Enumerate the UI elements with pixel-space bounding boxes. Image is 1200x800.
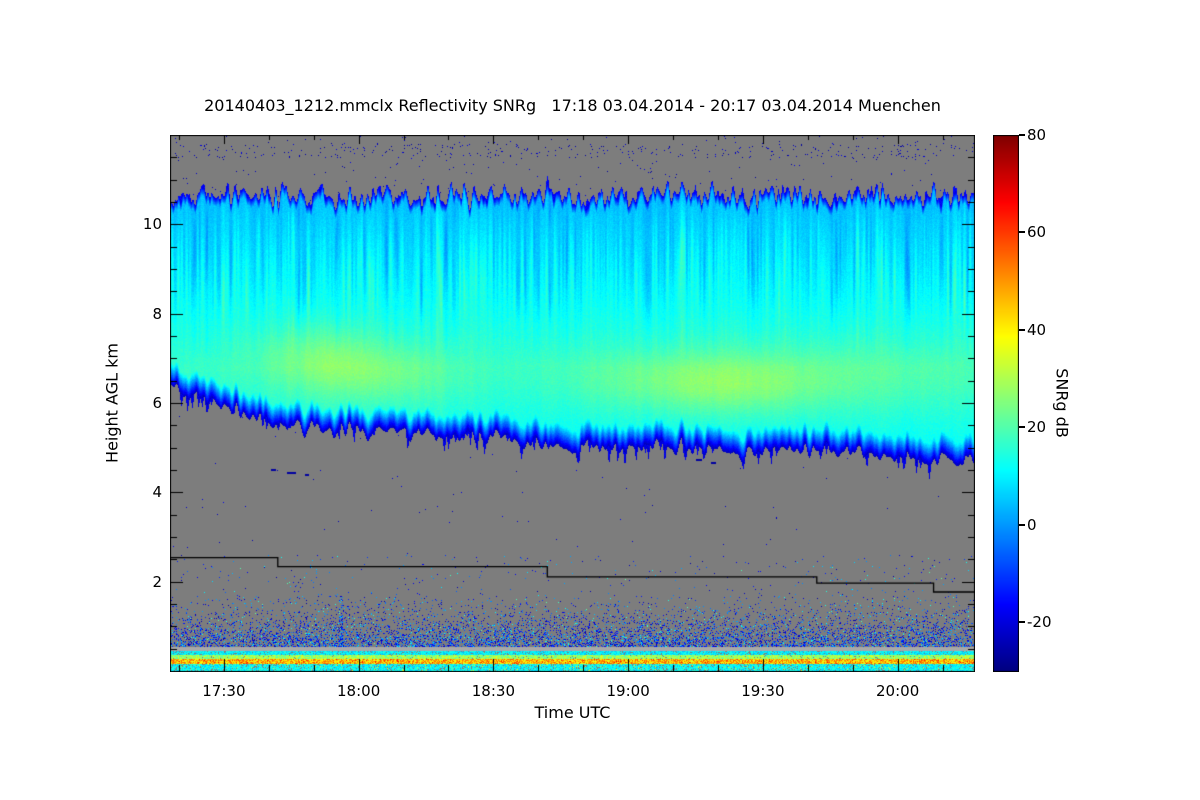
- colorbar: [993, 135, 1019, 672]
- colorbar-tick-label: 20: [1027, 418, 1047, 437]
- colorbar-tick-mark: [1019, 231, 1025, 234]
- x-axis-label: Time UTC: [534, 703, 611, 722]
- heatmap-canvas: [170, 135, 975, 672]
- x-tick-label: 18:30: [471, 682, 515, 700]
- y-tick-label: 4: [152, 483, 162, 502]
- colorbar-tick-mark: [1019, 328, 1025, 331]
- y-axis-label: Height AGL km: [102, 343, 122, 463]
- y-tick-label: 8: [152, 304, 162, 323]
- colorbar-tick-label: -20: [1027, 613, 1052, 632]
- x-tick-label: 19:30: [741, 682, 785, 700]
- x-tick-label: 17:30: [202, 682, 246, 700]
- colorbar-tick-label: 60: [1027, 223, 1047, 242]
- colorbar-tick-label: 40: [1027, 320, 1047, 339]
- colorbar-tick-label: 0: [1027, 515, 1037, 534]
- colorbar-tick-label: 80: [1027, 126, 1047, 144]
- x-tick-label: 18:00: [337, 682, 381, 700]
- plot-title: 20140403_1212.mmclx Reflectivity SNRg 17…: [204, 96, 941, 115]
- x-tick-label: 19:00: [606, 682, 650, 700]
- x-tick-label: 20:00: [876, 682, 920, 700]
- colorbar-tick-mark: [1019, 134, 1025, 136]
- colorbar-tick-mark: [1019, 426, 1025, 429]
- y-tick-label: 2: [152, 572, 162, 591]
- y-tick-label: 10: [142, 215, 162, 234]
- colorbar-tick-mark: [1019, 523, 1025, 526]
- y-tick-label: 6: [152, 394, 162, 412]
- colorbar-tick-mark: [1019, 621, 1025, 624]
- colorbar-label: SNRg dB: [1052, 368, 1072, 438]
